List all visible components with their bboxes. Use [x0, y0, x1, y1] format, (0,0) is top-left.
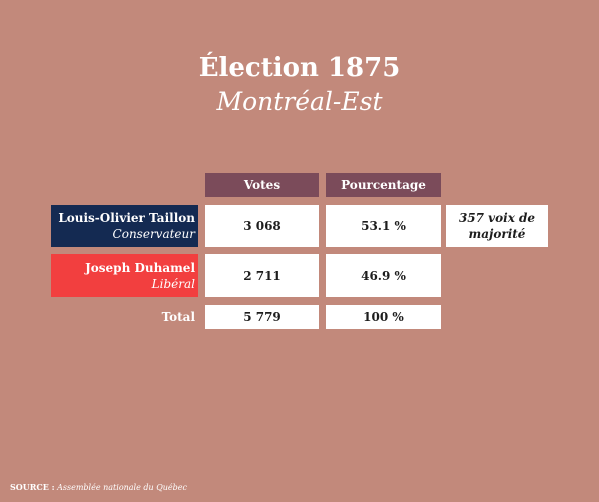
percent-cell: 46.9 % — [326, 254, 441, 297]
candidate-name: Joseph Duhamel — [85, 260, 195, 275]
total-percent-cell: 100 % — [326, 305, 441, 329]
total-votes-cell: 5 779 — [205, 305, 319, 329]
column-header-percent: Pourcentage — [326, 173, 441, 197]
votes-cell: 2 711 — [205, 254, 319, 297]
column-header-votes: Votes — [205, 173, 319, 197]
total-label: Total — [161, 310, 195, 324]
candidate-label-conservateur: Louis-Olivier Taillon Conservateur — [51, 205, 198, 247]
candidate-party: Libéral — [151, 276, 195, 291]
source-note: SOURCE : Assemblée nationale du Québec — [10, 481, 187, 494]
page-title: Élection 1875 — [198, 53, 401, 83]
votes-cell: 3 068 — [205, 205, 319, 247]
source-value: Assemblée nationale du Québec — [57, 483, 187, 492]
candidate-party: Conservateur — [112, 227, 195, 241]
page-subtitle: Montréal-Est — [216, 87, 383, 116]
candidate-label-liberal: Joseph Duhamel Libéral — [51, 254, 198, 297]
source-label: SOURCE : — [10, 482, 55, 492]
candidate-name: Louis-Olivier Taillon — [58, 211, 195, 225]
majority-note: 357 voix de majorité — [446, 205, 548, 247]
percent-cell: 53.1 % — [326, 205, 441, 247]
